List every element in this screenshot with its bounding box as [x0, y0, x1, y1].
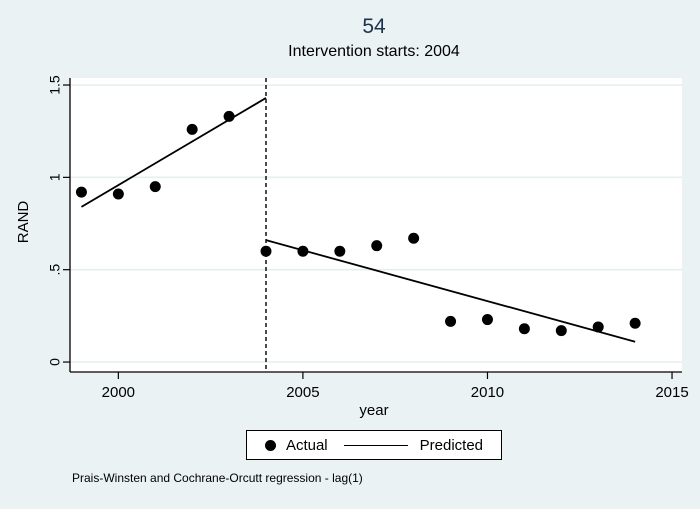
legend-predicted-line-icon — [343, 444, 408, 446]
x-tick-label: 2005 — [286, 384, 319, 401]
legend-actual-label: Actual — [285, 436, 328, 454]
data-point-2006 — [334, 245, 346, 257]
y-tick-label: 0 — [47, 358, 63, 366]
data-point-2004 — [260, 245, 272, 257]
x-axis-title: year — [359, 402, 389, 419]
data-point-2007 — [371, 240, 383, 252]
graph-caption: Prais-Winsten and Cochrane-Orcutt regres… — [72, 471, 363, 485]
data-point-2003 — [223, 110, 235, 122]
predicted-line-segment — [80, 97, 267, 208]
data-point-2002 — [186, 123, 198, 135]
graph-title: 54 — [362, 15, 386, 38]
graph-subtitle: Intervention starts: 2004 — [288, 43, 460, 60]
legend-actual-marker-icon — [264, 439, 276, 451]
data-point-2008 — [408, 232, 420, 244]
title-block: 54 Intervention starts: 2004 — [44, 14, 700, 62]
data-point-2001 — [149, 181, 161, 193]
x-tick-label: 2010 — [471, 384, 504, 401]
y-tick-label: 1 — [47, 173, 63, 181]
data-point-2009 — [445, 315, 457, 327]
data-point-1999 — [75, 186, 87, 198]
legend-box: Actual Predicted — [246, 430, 502, 460]
x-tick-label: 2000 — [102, 384, 135, 401]
data-point-2010 — [481, 314, 493, 326]
data-point-2013 — [592, 321, 604, 333]
plot-background — [70, 78, 682, 372]
y-axis-title: RAND — [14, 200, 32, 244]
x-tick-label: 2015 — [655, 384, 688, 401]
y-tick-label: 1.5 — [47, 75, 63, 95]
legend-predicted-label: Predicted — [419, 436, 484, 454]
y-tick-label: .5 — [47, 264, 63, 276]
data-point-2000 — [112, 188, 124, 200]
data-point-2012 — [555, 325, 567, 337]
predicted-line-segment — [265, 239, 636, 343]
data-point-2011 — [518, 323, 530, 335]
data-point-2014 — [629, 317, 641, 329]
